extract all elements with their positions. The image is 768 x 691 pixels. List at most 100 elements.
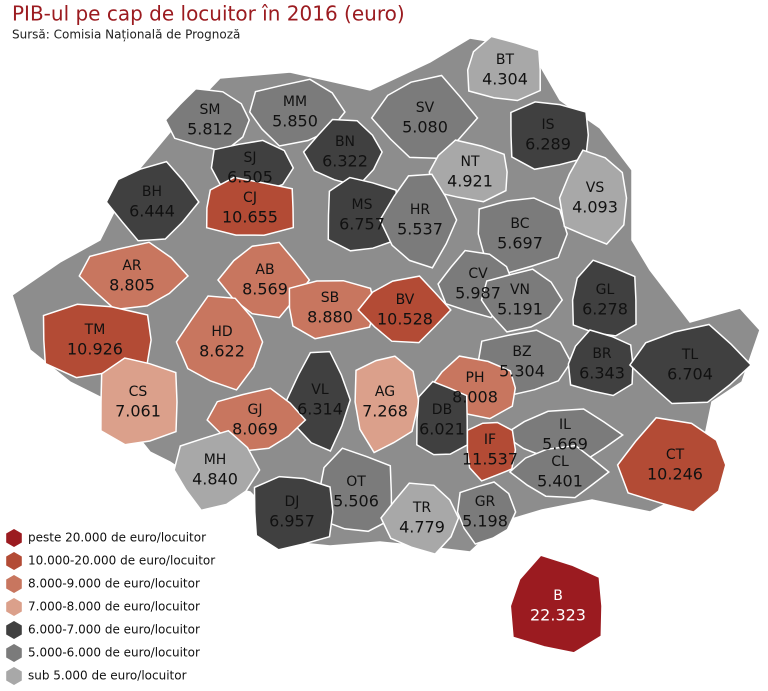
county-value: 6.505 xyxy=(227,168,273,187)
county-code: MS xyxy=(352,197,373,213)
county-value: 5.812 xyxy=(187,120,233,139)
legend-swatch xyxy=(6,667,22,685)
county-shape xyxy=(288,279,377,340)
county-value: 6.314 xyxy=(297,400,343,419)
county-code: BR xyxy=(592,346,612,362)
legend-swatch xyxy=(6,598,22,616)
county-code: VN xyxy=(510,282,530,298)
county-value: 5.191 xyxy=(497,300,543,319)
county-code: SJ xyxy=(243,150,256,166)
county-value: 6.278 xyxy=(582,300,628,319)
county-value: 8.880 xyxy=(307,308,353,327)
county-code: CJ xyxy=(243,190,257,206)
county-code: IL xyxy=(559,417,571,433)
county-code: VL xyxy=(311,382,329,398)
county-shape xyxy=(380,482,460,555)
county-value: 7.061 xyxy=(115,402,161,421)
county-value: 5.198 xyxy=(462,512,508,531)
county-code: HD xyxy=(211,324,232,340)
county-shape xyxy=(510,101,590,171)
county-shape xyxy=(175,295,264,391)
county-code: BZ xyxy=(512,344,531,360)
county-code: GJ xyxy=(248,402,263,418)
county-shape xyxy=(217,241,311,319)
county-value: 7.268 xyxy=(362,402,408,421)
county-shape xyxy=(509,554,603,654)
county-code: SM xyxy=(200,102,221,118)
legend-label: 7.000-8.000 de euro/locuitor xyxy=(28,600,200,614)
county-code: DB xyxy=(432,402,452,418)
county-shape xyxy=(456,481,517,545)
legend-label: 6.000-7.000 de euro/locuitor xyxy=(28,623,200,637)
county-shape xyxy=(354,355,420,454)
county-shape xyxy=(466,421,517,482)
legend-label: 8.000-9.000 de euro/locuitor xyxy=(28,577,200,591)
county-code: VS xyxy=(586,180,605,196)
legend-label: 5.000-6.000 de euro/locuitor xyxy=(28,646,200,660)
county-value: 22.323 xyxy=(530,606,586,625)
county-value: 6.289 xyxy=(525,135,571,154)
county-code: IF xyxy=(484,432,496,448)
county-code: BC xyxy=(510,216,529,232)
legend-swatch xyxy=(6,644,22,662)
county-shape xyxy=(416,380,469,456)
county-code: NT xyxy=(460,154,479,170)
county-code: AR xyxy=(122,258,142,274)
county-code: SB xyxy=(321,290,340,306)
county-value: 11.537 xyxy=(462,450,518,469)
county-code: BH xyxy=(142,184,162,200)
county-code: GR xyxy=(475,494,496,510)
county-code: TR xyxy=(412,500,432,516)
county-code: IS xyxy=(541,117,554,133)
county-code: SV xyxy=(416,100,435,116)
county-code: BN xyxy=(335,134,355,150)
county-value: 8.805 xyxy=(109,276,155,295)
county-value: 4.304 xyxy=(482,70,528,89)
county-value: 4.093 xyxy=(572,198,618,217)
county-code: AB xyxy=(255,262,274,278)
county-code: HR xyxy=(410,202,431,218)
county-shape xyxy=(248,78,346,147)
county-value: 5.506 xyxy=(333,492,379,511)
county-value: 4.779 xyxy=(399,518,445,537)
county-code: B xyxy=(553,588,563,604)
county-shape xyxy=(253,475,334,551)
county-value: 10.528 xyxy=(377,310,433,329)
title: PIB-ul pe cap de locuitor în 2016 (euro) xyxy=(12,2,405,26)
county-shape xyxy=(327,176,398,252)
county-shape xyxy=(466,35,541,102)
county-shape xyxy=(78,241,190,311)
county-code: AG xyxy=(375,384,395,400)
county-value: 10.246 xyxy=(647,465,703,484)
county-shape xyxy=(477,197,568,275)
county-shape xyxy=(205,176,295,236)
county-value: 6.322 xyxy=(322,152,368,171)
legend-swatch xyxy=(6,552,22,570)
legend-label: peste 20.000 de euro/locuitor xyxy=(28,531,206,545)
county-value: 8.622 xyxy=(199,342,245,361)
county-code: OT xyxy=(346,474,366,490)
county-value: 5.697 xyxy=(497,234,543,253)
county-shape xyxy=(480,268,564,333)
county-value: 8.069 xyxy=(232,420,278,439)
legend-label: sub 5.000 de euro/locuitor xyxy=(28,669,187,683)
county-shape xyxy=(357,275,452,344)
county-code: MM xyxy=(283,94,307,110)
county-shape xyxy=(379,173,458,269)
county-value: 4.840 xyxy=(192,470,238,489)
county-value: 5.304 xyxy=(499,362,545,381)
county-code: CS xyxy=(129,384,148,400)
legend-swatch xyxy=(6,621,22,639)
county-value: 6.444 xyxy=(129,202,175,221)
county-shape xyxy=(173,429,261,512)
county-shape xyxy=(567,329,634,397)
source: Sursă: Comisia Națională de Prognoză xyxy=(12,28,240,42)
county-value: 10.926 xyxy=(67,340,123,359)
county-value: 6.704 xyxy=(667,365,713,384)
county-shape xyxy=(616,416,727,513)
county-code: BV xyxy=(396,292,415,308)
legend-label: 10.000-20.000 de euro/locuitor xyxy=(28,554,215,568)
county-value: 5.537 xyxy=(397,220,443,239)
